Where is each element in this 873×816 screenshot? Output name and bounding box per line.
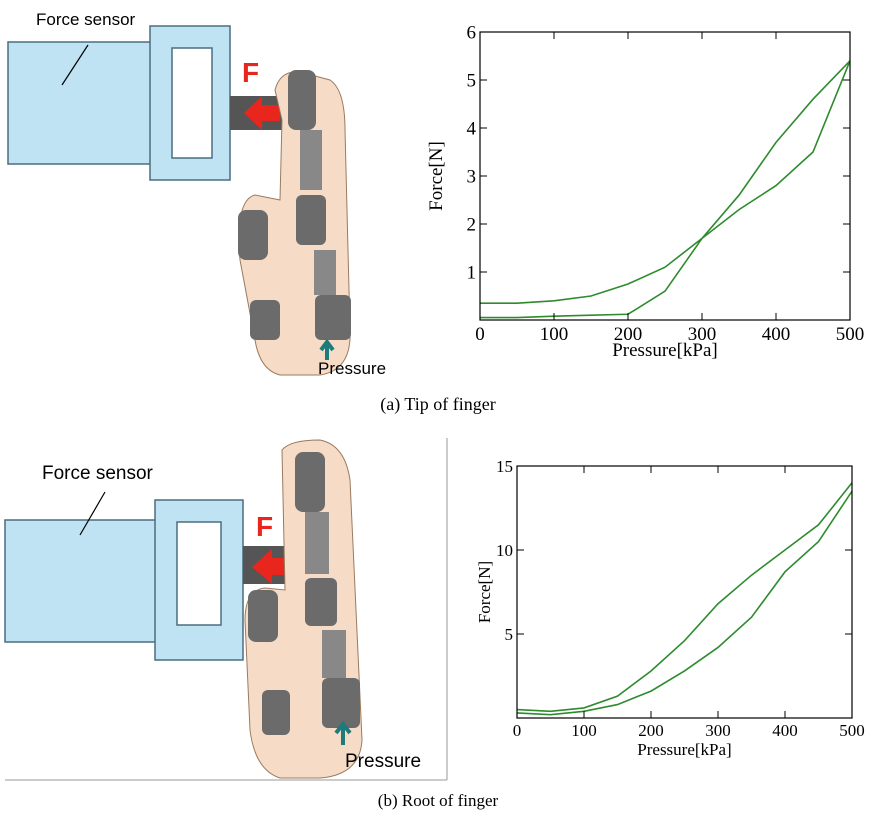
x-tick-label: 100: [571, 721, 597, 740]
x-tick-label: 300: [688, 324, 717, 345]
force-label: F: [242, 57, 259, 88]
y-tick-label: 10: [496, 541, 513, 560]
actuator: [322, 678, 360, 728]
diagram-b: Force sensor F Pressure: [4, 438, 448, 781]
sensor-label: Force sensor: [36, 10, 136, 29]
x-axis-label: Pressure[kPa]: [637, 740, 731, 759]
caption: (b) Root of finger: [378, 791, 499, 810]
actuator: [322, 630, 346, 678]
x-tick-label: 200: [638, 721, 664, 740]
actuator: [300, 130, 322, 190]
y-tick-label: 6: [467, 23, 477, 44]
x-tick-label: 100: [540, 324, 569, 345]
chart: 0 100 200 300 400 500 5 10 15 Pressure[kPa] Force[…: [475, 457, 865, 759]
y-tick-label: 5: [505, 625, 514, 644]
y-tick-label: 4: [467, 119, 477, 140]
force-arrow: [244, 96, 280, 130]
sensor-window: [171, 47, 213, 159]
leader-line: [79, 491, 106, 536]
x-tick-label: 500: [836, 324, 865, 345]
caption: (a) Tip of finger: [380, 394, 496, 415]
y-axis-label: Force[N]: [475, 561, 494, 623]
actuator: [296, 195, 326, 245]
force-arrow: [252, 549, 292, 584]
leader-line: [61, 44, 89, 86]
data-line: [516, 490, 853, 716]
pressure-label: Pressure: [318, 359, 386, 378]
actuator: [314, 250, 336, 295]
x-tick-label: 200: [614, 324, 643, 345]
data-line: [480, 60, 851, 319]
actuator: [248, 590, 278, 642]
chart: 0 100 200 300 400 500 1 2 3 4 5 6 Pressure[kPa] Force…: [426, 23, 864, 361]
actuator: [288, 70, 316, 130]
data-line: [480, 60, 851, 305]
y-tick-label: 2: [467, 215, 477, 236]
sensor-body: [7, 41, 154, 165]
x-tick-label: 400: [762, 324, 791, 345]
y-tick-label: 15: [496, 457, 513, 476]
x-tick-label: 0: [475, 324, 485, 345]
x-axis-label: Pressure[kPa]: [612, 340, 718, 361]
charts: 0 100 200 300 400 500123456Pressure[kPa]Force…: [426, 23, 865, 759]
x-tick-label: 500: [839, 721, 865, 740]
sensor-window: [176, 521, 222, 626]
x-tick-label: 300: [705, 721, 731, 740]
pressure-arrow: [334, 720, 352, 745]
actuator: [295, 452, 325, 512]
actuator: [315, 295, 351, 340]
actuator: [305, 512, 329, 574]
diagram-a: Force sensor F Pressure: [7, 10, 386, 378]
y-tick-label: 1: [467, 263, 477, 284]
actuator: [305, 578, 337, 626]
force-label: F: [256, 511, 273, 542]
actuator: [262, 690, 290, 735]
x-tick-label: 0: [513, 721, 522, 740]
actuator: [250, 300, 280, 340]
pressure-label: Pressure: [345, 751, 421, 772]
actuator: [238, 210, 268, 260]
plot-frame: [479, 31, 851, 321]
sensor-label: Force sensor: [42, 463, 154, 484]
data-line: [516, 482, 853, 713]
sensor-body: [4, 519, 158, 643]
plot-frame: [516, 465, 853, 719]
x-tick-label: 400: [772, 721, 798, 740]
y-tick-label: 3: [467, 167, 477, 188]
y-axis-label: Force[N]: [426, 141, 447, 211]
y-tick-label: 5: [467, 71, 477, 92]
pressure-arrow: [319, 338, 335, 360]
